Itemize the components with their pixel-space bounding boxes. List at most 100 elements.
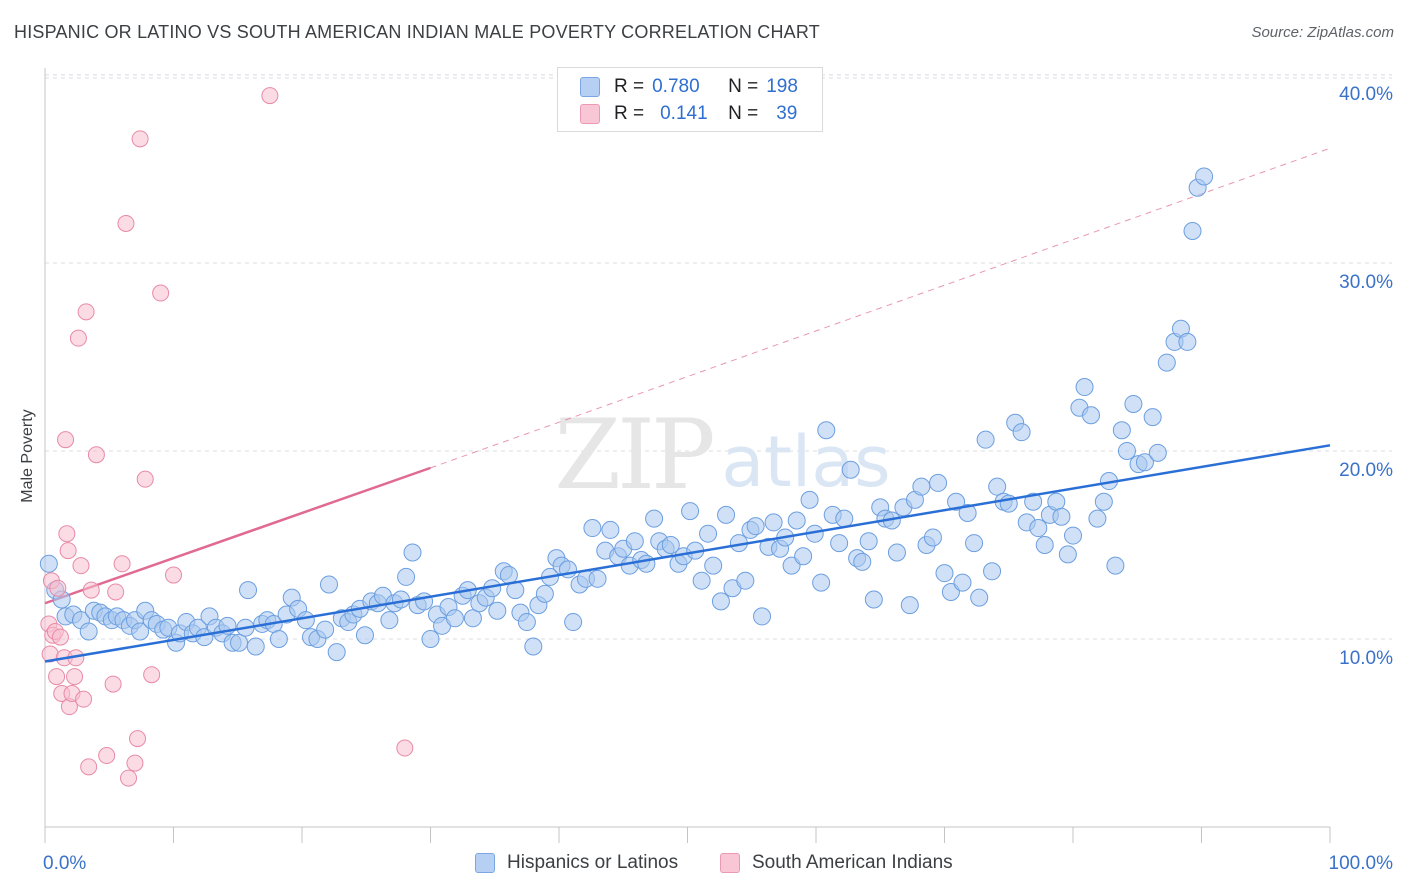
data-point-hispanic (835, 509, 854, 528)
data-point-hispanic (692, 571, 711, 590)
data-point-hispanic (1052, 507, 1071, 526)
data-point-hispanic (625, 532, 644, 551)
data-point-hispanic (488, 601, 507, 620)
data-point-south-american-indian (261, 87, 279, 105)
blue-trend-line (44, 444, 1331, 663)
data-point-hispanic (864, 590, 883, 609)
data-point-hispanic (499, 566, 518, 585)
data-point-hispanic (355, 626, 374, 645)
data-point-south-american-indian (82, 581, 100, 599)
data-point-hispanic (711, 592, 730, 611)
data-point-hispanic (1183, 221, 1202, 240)
pink-trend-line (44, 466, 431, 605)
data-point-hispanic (517, 613, 536, 632)
data-point-hispanic (887, 543, 906, 562)
watermark-atlas: atlas (721, 421, 890, 503)
legend-swatch-blue (580, 77, 600, 97)
data-point-south-american-indian (48, 668, 66, 686)
grid-lines (45, 74, 1392, 640)
legend-label-hispanic: Hispanics or Latinos (507, 852, 679, 873)
data-point-hispanic (1088, 509, 1107, 528)
legend-item-hispanic: Hispanics or Latinos (475, 852, 678, 874)
legend-swatch-blue (475, 853, 495, 873)
data-point-hispanic (817, 421, 836, 440)
data-point-south-american-indian (107, 583, 125, 601)
data-point-south-american-indian (143, 666, 161, 684)
data-point-hispanic (746, 517, 765, 536)
data-point-south-american-indian (59, 542, 77, 560)
data-point-south-american-indian (120, 769, 138, 787)
data-point-hispanic (1178, 332, 1197, 351)
data-point-hispanic (1012, 423, 1031, 442)
n-label: N = (728, 103, 759, 124)
data-point-hispanic (1124, 394, 1143, 413)
data-point-hispanic (1195, 167, 1214, 186)
data-point-hispanic (661, 535, 680, 554)
data-point-south-american-indian (126, 754, 144, 772)
y-tick-label: 20.0% (1339, 460, 1393, 481)
data-point-south-american-indian (152, 284, 170, 302)
data-point-hispanic (787, 511, 806, 530)
data-point-hispanic (923, 528, 942, 547)
pink-trend-extension (430, 147, 1331, 469)
data-point-hispanic (524, 637, 543, 656)
y-tick-label: 40.0% (1339, 84, 1393, 105)
data-point-hispanic (800, 490, 819, 509)
data-point-hispanic (39, 554, 58, 573)
pink-trend-group (44, 147, 1331, 605)
stats-row-south-american-indian: R = 0.141 N = 39 (580, 102, 797, 126)
data-point-hispanic (1148, 443, 1167, 462)
data-point-hispanic (327, 643, 346, 662)
data-point-hispanic (535, 584, 554, 603)
data-point-hispanic (1075, 378, 1094, 397)
data-point-south-american-indian (80, 758, 98, 776)
y-tick-label: 10.0% (1339, 648, 1393, 669)
data-point-hispanic (965, 534, 984, 553)
data-point-hispanic (415, 592, 434, 611)
n-value: 39 (776, 103, 798, 124)
data-point-south-american-indian (51, 628, 69, 646)
data-point-hispanic (588, 569, 607, 588)
data-point-hispanic (812, 573, 831, 592)
data-point-south-american-indian (49, 579, 67, 597)
r-label: R = (614, 103, 645, 124)
data-point-south-american-indian (131, 130, 149, 148)
data-point-hispanic (1029, 519, 1048, 538)
data-point-hispanic (246, 637, 265, 656)
r-value: 0.141 (660, 103, 708, 124)
data-point-hispanic (1112, 421, 1131, 440)
data-point-south-american-indian (77, 303, 95, 321)
data-point-hispanic (1058, 545, 1077, 564)
data-point-hispanic (900, 596, 919, 615)
data-point-hispanic (296, 611, 315, 630)
data-point-hispanic (841, 460, 860, 479)
data-point-south-american-indian (396, 739, 414, 757)
data-point-hispanic (935, 564, 954, 583)
data-point-hispanic (230, 633, 249, 652)
blue-trend-group (44, 444, 1331, 663)
data-point-hispanic (970, 588, 989, 607)
data-point-south-american-indian (117, 214, 135, 232)
data-point-hispanic (1064, 526, 1082, 545)
n-value: 198 (766, 76, 798, 97)
data-point-hispanic (976, 430, 995, 449)
data-point-hispanic (1047, 492, 1066, 511)
chart-source: Source: ZipAtlas.com (1251, 24, 1394, 41)
data-point-hispanic (421, 629, 440, 648)
data-point-hispanic (131, 622, 150, 641)
data-point-south-american-indian (87, 446, 105, 464)
data-point-south-american-indian (165, 566, 182, 584)
data-point-hispanic (583, 519, 602, 538)
data-point-hispanic (380, 611, 399, 630)
pink-points-group (40, 87, 414, 787)
data-point-south-american-indian (129, 730, 147, 748)
legend-swatch-pink (720, 853, 740, 873)
data-point-south-american-indian (58, 525, 76, 543)
data-point-hispanic (1094, 492, 1113, 511)
x-tick-label-min: 0.0% (43, 853, 86, 874)
data-point-hispanic (319, 575, 338, 594)
data-point-hispanic (859, 532, 878, 551)
data-point-hispanic (717, 505, 736, 524)
data-point-hispanic (830, 534, 849, 553)
data-point-hispanic (445, 609, 464, 628)
